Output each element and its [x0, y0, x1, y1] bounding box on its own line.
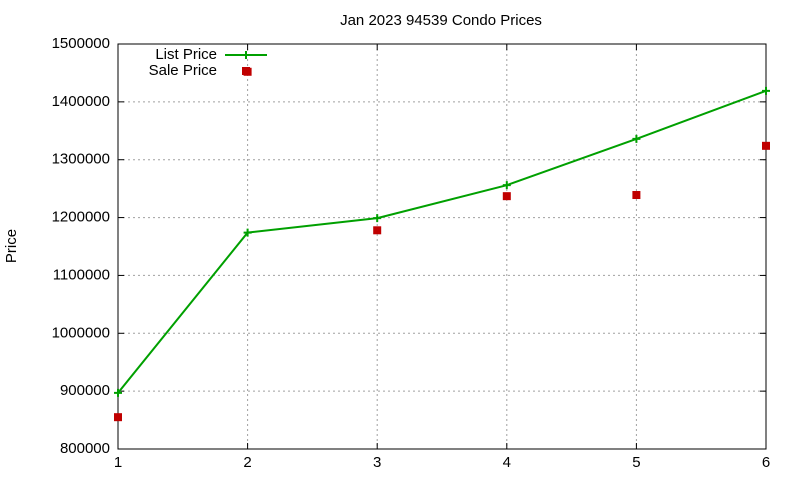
point-marker — [114, 413, 122, 422]
point-marker — [243, 228, 252, 237]
chart-title: Jan 2023 94539 Condo Prices — [340, 12, 542, 29]
plot-frame — [117, 43, 767, 450]
y-tick-label: 1000000 — [52, 324, 110, 341]
point-marker — [632, 191, 641, 200]
y-tick-label: 800000 — [60, 440, 110, 457]
point-marker — [373, 226, 382, 235]
y-tick-label: 1300000 — [52, 151, 110, 168]
point-marker — [373, 214, 382, 223]
y-tick-label: 1100000 — [53, 266, 110, 283]
y-tick-label: 900000 — [60, 382, 110, 399]
point-marker — [632, 134, 641, 143]
point-marker — [762, 86, 770, 95]
legend-marker — [242, 67, 250, 75]
legend-marker — [242, 51, 250, 59]
x-tick-label: 2 — [243, 454, 251, 471]
legend-label: List Price — [155, 46, 217, 63]
x-tick-label: 1 — [114, 454, 122, 471]
legend-label: Sale Price — [149, 62, 217, 79]
y-axis-label: Price — [3, 229, 20, 263]
x-tick-label: 5 — [632, 454, 640, 471]
point-marker — [762, 141, 770, 150]
series-line — [117, 89, 767, 394]
point-marker — [114, 388, 122, 397]
x-tick-label: 4 — [503, 454, 511, 471]
x-tick-label: 6 — [762, 454, 770, 471]
point-marker — [502, 181, 511, 190]
y-tick-label: 1400000 — [52, 93, 110, 110]
y-tick-label: 1200000 — [52, 209, 110, 226]
point-marker — [502, 192, 511, 201]
y-tick-label: 1500000 — [52, 35, 110, 52]
x-tick-label: 3 — [373, 454, 381, 471]
